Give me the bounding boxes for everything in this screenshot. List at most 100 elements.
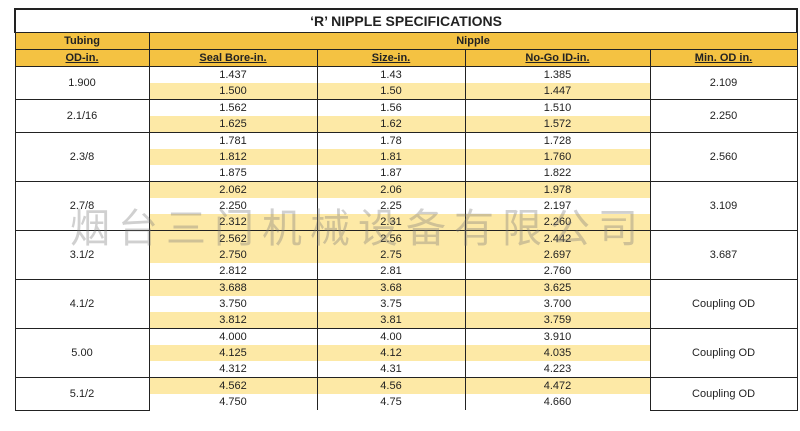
table-row: 3.1/2 2.562 2.56 2.442 3.687 — [14, 230, 798, 280]
spec-table: ‘R’ NIPPLE SPECIFICATIONS Tubing Nipple … — [13, 8, 799, 411]
table-body: 1.900 1.437 1.43 1.385 2.109 1.500 1.50 1.447 2.… — [14, 66, 798, 411]
cell: 2.562 — [148, 230, 318, 247]
column-header: Seal Bore-in. — [148, 49, 318, 67]
cell: 1.78 — [316, 132, 466, 149]
min-od: 2.250 — [649, 99, 798, 133]
cell: 1.43 — [316, 66, 466, 83]
cell: 4.125 — [148, 345, 318, 361]
cell: 3.625 — [464, 279, 651, 296]
cell: 1.81 — [316, 149, 466, 165]
min-od: 2.560 — [649, 132, 798, 182]
cell: 4.660 — [464, 394, 651, 410]
cell: 2.56 — [316, 230, 466, 247]
cell: 1.812 — [148, 149, 318, 165]
cell: 2.750 — [148, 247, 318, 263]
cell: 2.062 — [148, 181, 318, 198]
cell: 1.572 — [464, 116, 651, 133]
cell: 3.688 — [148, 279, 318, 296]
tubing-od: 3.1/2 — [14, 230, 150, 280]
cell: 2.697 — [464, 247, 651, 263]
table-row: 3.812 3.81 3.759 — [15, 312, 797, 329]
cell: 1.781 — [148, 132, 318, 149]
cell: 4.312 — [148, 361, 318, 378]
table-row: 4.1/2 3.688 3.68 3.625 Coupling OD — [14, 279, 798, 329]
table-row: 3.750 3.75 3.700 — [15, 296, 797, 312]
min-od: 2.109 — [649, 66, 798, 100]
cell: 1.728 — [464, 132, 651, 149]
table-row: 2.7/8 2.062 2.06 1.978 3.109 — [14, 181, 798, 231]
cell: 1.822 — [464, 165, 651, 182]
cell: 3.75 — [316, 296, 466, 312]
cell: 1.56 — [316, 99, 466, 116]
cell: 4.472 — [464, 377, 651, 394]
cell: 3.700 — [464, 296, 651, 312]
tubing-od: 1.900 — [14, 66, 150, 100]
cell: 4.00 — [316, 328, 466, 345]
min-od: Coupling OD — [649, 377, 798, 411]
min-od: 3.109 — [649, 181, 798, 231]
cell: 3.68 — [316, 279, 466, 296]
cell: 1.385 — [464, 66, 651, 83]
header-tubing: Tubing — [14, 32, 150, 50]
cell: 1.437 — [148, 66, 318, 83]
table-title: ‘R’ NIPPLE SPECIFICATIONS — [13, 8, 799, 33]
table-row: 2.312 2.31 2.260 — [15, 214, 797, 231]
cell: 2.260 — [464, 214, 651, 231]
table-row: 5.1/2 4.562 4.56 4.472 Coupling OD — [14, 377, 798, 411]
cell: 2.25 — [316, 198, 466, 214]
cell: 1.500 — [148, 83, 318, 100]
cell: 4.31 — [316, 361, 466, 378]
cell: 4.223 — [464, 361, 651, 378]
table-row: 4.125 4.12 4.035 — [15, 345, 797, 361]
cell: 3.750 — [148, 296, 318, 312]
tubing-od: 4.1/2 — [14, 279, 150, 329]
min-od: Coupling OD — [649, 328, 798, 378]
cell: 4.000 — [148, 328, 318, 345]
column-header: Size-in. — [316, 49, 466, 67]
table-row: 1.900 1.437 1.43 1.385 2.109 — [14, 66, 798, 100]
cell: 1.760 — [464, 149, 651, 165]
cell: 2.81 — [316, 263, 466, 280]
table-row: 4.312 4.31 4.223 — [15, 361, 797, 378]
table-row: 4.750 4.75 4.660 — [15, 394, 797, 410]
cell: 4.562 — [148, 377, 318, 394]
cell: 1.510 — [464, 99, 651, 116]
table-row: 2.3/8 1.781 1.78 1.728 2.560 — [14, 132, 798, 182]
cell: 2.75 — [316, 247, 466, 263]
cell: 1.50 — [316, 83, 466, 100]
cell: 4.035 — [464, 345, 651, 361]
cell: 3.81 — [316, 312, 466, 329]
header-nipple: Nipple — [148, 32, 798, 50]
table-row: 2.1/16 1.562 1.56 1.510 2.250 — [14, 99, 798, 133]
table-row: 1.500 1.50 1.447 — [15, 83, 797, 100]
cell: 1.62 — [316, 116, 466, 133]
table-row: 1.812 1.81 1.760 — [15, 149, 797, 165]
table-row: 2.812 2.81 2.760 — [15, 263, 797, 280]
cell: 3.759 — [464, 312, 651, 329]
tubing-od: 2.1/16 — [14, 99, 150, 133]
cell: 2.250 — [148, 198, 318, 214]
table-row: 2.750 2.75 2.697 — [15, 247, 797, 263]
cell: 2.197 — [464, 198, 651, 214]
table-row: 2.250 2.25 2.197 — [15, 198, 797, 214]
min-od: Coupling OD — [649, 279, 798, 329]
table-row: 1.625 1.62 1.572 — [15, 116, 797, 133]
cell: 2.442 — [464, 230, 651, 247]
table-row: 1.875 1.87 1.822 — [15, 165, 797, 182]
cell: 3.812 — [148, 312, 318, 329]
cell: 4.56 — [316, 377, 466, 394]
tubing-od: 2.7/8 — [14, 181, 150, 231]
column-header: No-Go ID-in. — [464, 49, 651, 67]
cell: 2.06 — [316, 181, 466, 198]
cell: 4.750 — [148, 394, 318, 410]
cell: 1.562 — [148, 99, 318, 116]
cell: 1.625 — [148, 116, 318, 133]
table-row: 5.00 4.000 4.00 3.910 Coupling OD — [14, 328, 798, 378]
cell: 4.75 — [316, 394, 466, 410]
min-od: 3.687 — [649, 230, 798, 280]
column-header: OD-in. — [14, 49, 150, 67]
cell: 3.910 — [464, 328, 651, 345]
tubing-od: 5.1/2 — [14, 377, 150, 411]
cell: 1.87 — [316, 165, 466, 182]
cell: 1.978 — [464, 181, 651, 198]
